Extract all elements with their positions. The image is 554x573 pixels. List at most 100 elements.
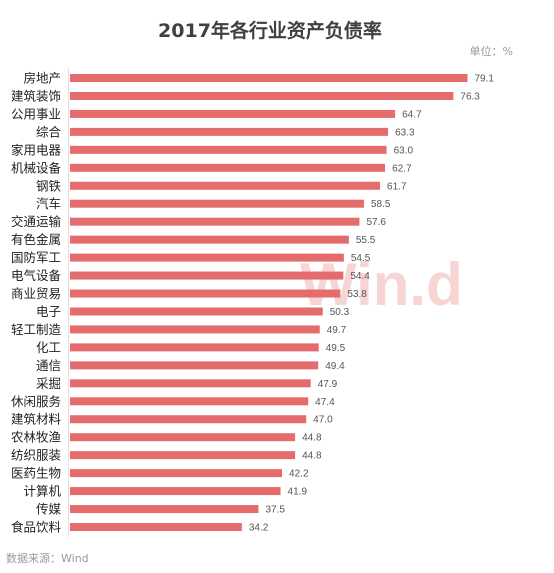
bar [70, 199, 364, 208]
bar [70, 451, 296, 460]
category-label: 钢铁 [36, 178, 62, 193]
value-label: 63.0 [394, 145, 414, 156]
value-label: 76.3 [460, 91, 480, 102]
bar [70, 379, 311, 388]
bar [70, 325, 320, 334]
bar-row: 电子 50.3 [36, 304, 350, 319]
bar-row: 公用事业 64.7 [11, 106, 422, 121]
value-label: 37.5 [265, 505, 285, 516]
bar [70, 307, 323, 316]
category-label: 传媒 [36, 502, 62, 517]
bar [70, 181, 381, 190]
value-label: 42.2 [289, 469, 309, 480]
wind-watermark-logo: Win.d [300, 251, 463, 318]
category-label: 建筑装饰 [11, 88, 61, 103]
bar [70, 91, 454, 100]
bar-row: 商业贸易 53.8 [11, 286, 367, 301]
bar [70, 74, 468, 82]
category-label: 电子 [36, 304, 61, 319]
value-label: 44.8 [302, 451, 322, 462]
bar [70, 415, 307, 424]
bar [70, 289, 341, 298]
category-label: 汽车 [36, 196, 61, 211]
category-label: 采掘 [36, 376, 61, 391]
value-label: 54.5 [351, 253, 371, 264]
value-label: 54.4 [350, 271, 370, 282]
bar [70, 469, 283, 478]
bar-row: 钢铁 61.7 [36, 178, 407, 193]
value-label: 58.5 [371, 199, 391, 210]
source-note: 数据来源：Wind [6, 551, 89, 565]
value-label: 63.3 [395, 127, 415, 138]
bar-row: 建筑材料 47.0 [11, 412, 333, 427]
category-label: 有色金属 [11, 232, 61, 247]
category-label: 电气设备 [11, 268, 62, 283]
category-label: 农林牧渔 [11, 430, 61, 445]
bar-row: 轻工制造 49.7 [11, 322, 347, 337]
bar-row: 农林牧渔 44.8 [11, 430, 322, 445]
bar [70, 505, 259, 514]
category-label: 轻工制造 [11, 322, 62, 337]
category-label: 国防军工 [11, 250, 61, 265]
bar-row: 汽车 58.5 [36, 196, 391, 211]
value-label: 49.4 [325, 361, 345, 372]
value-label: 57.6 [366, 217, 386, 228]
value-label: 47.4 [315, 397, 335, 408]
bar-row: 采掘 47.9 [36, 376, 338, 391]
value-label: 53.8 [347, 289, 367, 300]
category-label: 化工 [36, 340, 61, 355]
category-label: 休闲服务 [11, 394, 61, 409]
category-label: 公用事业 [11, 106, 61, 121]
bar [70, 253, 344, 262]
bar-row: 休闲服务 47.4 [11, 394, 335, 409]
value-label: 34.2 [249, 523, 269, 534]
category-label: 商业贸易 [11, 286, 61, 301]
category-label: 纺织服装 [11, 448, 61, 463]
bar [70, 361, 319, 370]
value-label: 50.3 [330, 307, 350, 318]
value-label: 55.5 [356, 235, 376, 246]
bar-rows: 房地产 79.1 建筑装饰 76.3 公用事业 64.7 综合 63.3 家用电器 63.0 机械设… [11, 71, 494, 535]
bar [70, 271, 344, 280]
bar-row: 机械设备 62.7 [11, 160, 412, 175]
bar-row: 国防军工 54.5 [11, 250, 371, 265]
category-label: 通信 [36, 358, 61, 373]
bar [70, 235, 349, 244]
value-label: 49.5 [326, 343, 346, 354]
value-label: 47.9 [318, 379, 338, 390]
bar [70, 127, 389, 136]
value-label: 61.7 [387, 181, 407, 192]
bar [70, 109, 396, 118]
category-label: 机械设备 [11, 160, 62, 175]
bar [70, 433, 296, 442]
bar-row: 医药生物 42.2 [11, 466, 309, 481]
category-label: 医药生物 [11, 466, 61, 481]
category-label: 房地产 [23, 71, 61, 86]
bar [70, 145, 387, 154]
bar-row: 房地产 79.1 [23, 71, 494, 86]
bar-row: 通信 49.4 [36, 358, 345, 373]
value-label: 44.8 [302, 433, 322, 444]
bar-row: 建筑装饰 76.3 [11, 88, 480, 103]
bar [70, 163, 386, 172]
bar-row: 纺织服装 44.8 [11, 448, 322, 463]
value-label: 47.0 [313, 415, 333, 426]
value-label: 79.1 [474, 74, 494, 85]
category-label: 交通运输 [11, 214, 62, 229]
bar [70, 217, 360, 226]
bar [70, 523, 242, 531]
bar-row: 家用电器 63.0 [11, 142, 413, 157]
category-label: 建筑材料 [11, 412, 62, 427]
bar [70, 343, 319, 352]
bar-row: 传媒 37.5 [36, 502, 285, 517]
unit-label: 单位：% [470, 44, 513, 58]
bar-row: 化工 49.5 [36, 340, 346, 355]
value-label: 41.9 [288, 487, 308, 498]
bar [70, 397, 309, 406]
value-label: 64.7 [402, 109, 422, 120]
bar-row: 综合 63.3 [36, 124, 415, 139]
category-label: 家用电器 [11, 142, 62, 157]
chart-title: 2017年各行业资产负债率 [158, 19, 382, 42]
